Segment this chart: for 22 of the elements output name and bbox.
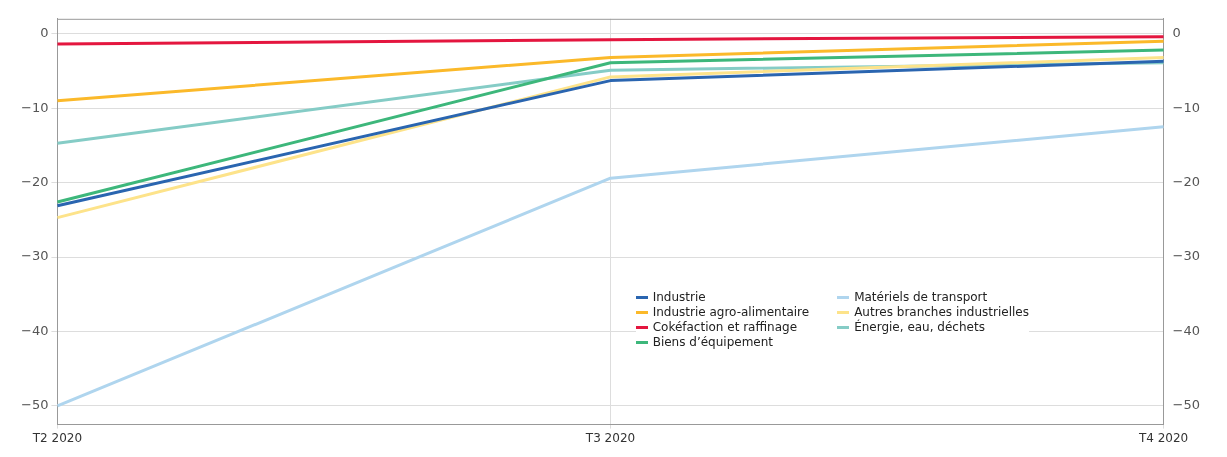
y2-tick-label: −20: [1172, 173, 1200, 189]
y2-tick-label: −40: [1172, 322, 1200, 338]
y-tick-label: −40: [21, 322, 49, 338]
y-tick-label: −10: [21, 99, 49, 115]
y2-tick-label: 0: [1172, 25, 1181, 41]
y-tick-label: −20: [21, 173, 49, 189]
legend-label: Énergie, eau, déchets: [854, 320, 985, 334]
y2-tick-label: −50: [1172, 397, 1200, 413]
x-tick-label: T3 2020: [584, 430, 636, 445]
legend-label: Industrie: [652, 290, 706, 304]
x-tick-label: T4 2020: [1137, 430, 1189, 445]
y-tick-label: 0: [40, 25, 49, 41]
legend-label: Biens d’équipement: [652, 335, 774, 349]
y-tick-label: −30: [21, 248, 49, 264]
legend-label: Industrie agro-alimentaire: [652, 305, 810, 319]
y2-tick-label: −10: [1172, 99, 1200, 115]
legend-label: Autres branches industrielles: [854, 305, 1029, 319]
legend-label: Matériels de transport: [854, 290, 988, 304]
y-tick-label: −50: [21, 397, 49, 413]
y2-tick-label: −30: [1172, 248, 1200, 264]
x-tick-label: T2 2020: [31, 430, 83, 445]
legend-label: Cokéfaction et raffinage: [652, 320, 798, 334]
